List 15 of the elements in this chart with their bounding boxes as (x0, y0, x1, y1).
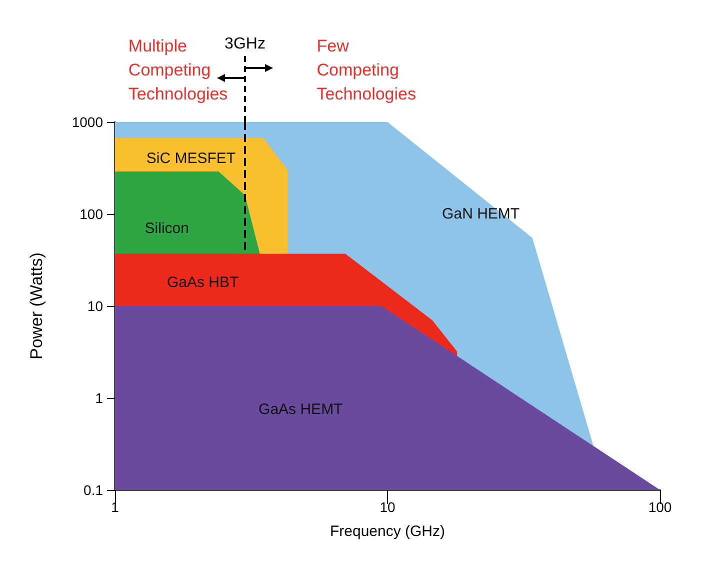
y-tick-label: 1 (95, 390, 104, 406)
x-tick-label: 100 (648, 499, 672, 515)
series-label: SiC MESFET (146, 150, 236, 168)
y-tick-label: 0.1 (84, 482, 104, 498)
y-axis-title: Power (Watts) (27, 252, 46, 360)
y-tick-label: 100 (80, 206, 104, 222)
x-tick-label: 10 (380, 499, 396, 515)
text: Few Competing Technologies (316, 36, 416, 104)
x-axis-title: Frequency (GHz) (330, 523, 446, 540)
y-tick-label: 1000 (72, 114, 104, 130)
series-label: GaAs HBT (166, 274, 239, 292)
y-tick-label: 10 (87, 298, 104, 314)
series-label: Silicon (144, 220, 189, 237)
series-label: GaN HEMT (442, 206, 520, 222)
series-label: GaAs HEMT (258, 400, 343, 418)
